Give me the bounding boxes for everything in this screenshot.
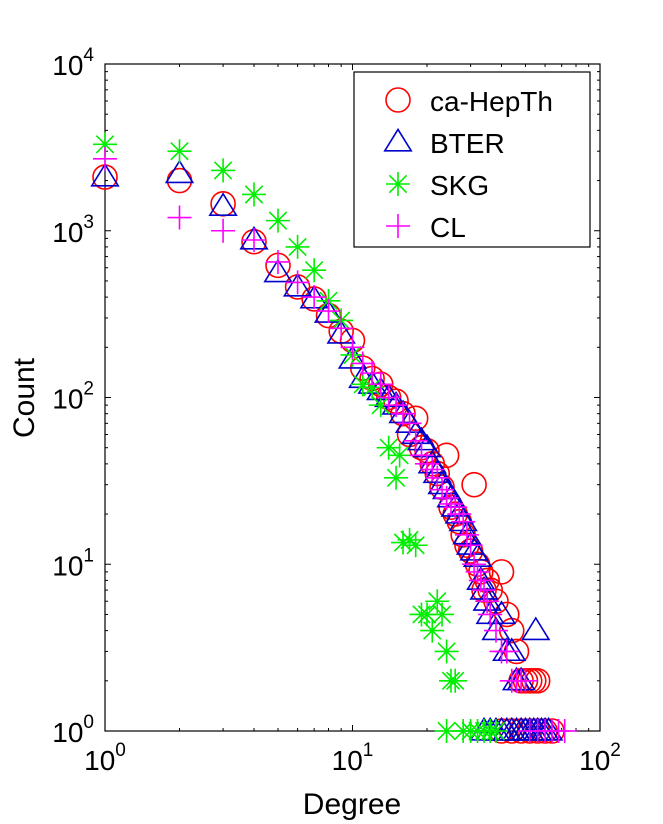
data-point-plus [350,351,375,376]
data-point-asterisk [434,719,459,743]
data-point-triangle [383,127,413,152]
legend: ca-HepTh BTER SKG CL [353,71,591,248]
data-point-plus [285,270,310,295]
data-point-asterisk [391,530,416,555]
data-point-triangle [208,192,238,217]
data-point-plus [443,495,468,520]
data-point-asterisk [167,139,192,164]
data-point-plus [458,533,483,558]
data-point-plus [397,411,422,436]
y-tick-label: 101 [52,545,94,581]
y-tick-label: 103 [52,212,94,248]
data-point-asterisk [211,158,236,183]
data-point-asterisk [285,234,310,259]
data-point-triangle [263,258,293,283]
data-point-plus [340,335,365,360]
ticks-layer: 100 101 102 100 101 102 103 104 [52,45,621,776]
data-point-plus [316,299,341,324]
y-tick-label: 100 [52,712,94,748]
data-point-asterisk [415,602,440,627]
data-point-plus [472,578,497,603]
legend-label-skg: SKG [430,170,489,201]
data-point-plus [329,316,354,341]
data-point-triangle [326,319,356,344]
data-point-asterisk [403,533,428,558]
data-point-plus [552,719,577,743]
data-point-asterisk [387,443,412,468]
data-point-triangle [533,716,564,741]
data-point-plus [425,465,450,490]
data-point-asterisk [420,618,445,643]
data-point-asterisk [384,465,409,490]
series-skg [93,132,508,743]
x-axis-label: Degree [303,788,401,821]
data-point-plus [468,568,493,593]
data-point-plus [167,205,192,230]
data-point-plus [211,218,236,243]
series-layer [90,132,577,744]
data-point-triangle [164,159,195,184]
data-point-triangle [486,600,517,625]
legend-label-cl: CL [430,212,466,243]
data-point-asterisk [265,208,290,233]
data-point-asterisk [302,258,327,283]
data-point-triangle [282,272,313,297]
data-point-plus [403,428,428,453]
data-point-circle [385,87,411,113]
data-point-asterisk [360,375,385,400]
x-tick-label: 102 [579,740,621,776]
data-point-asterisk [483,719,508,743]
data-point-circle [461,471,487,498]
data-point-plus [386,214,410,238]
data-point-triangle [337,344,368,369]
data-point-asterisk [93,132,117,157]
x-tick-label: 100 [84,740,126,776]
data-point-plus [494,639,519,664]
data-point-plus [513,668,538,693]
data-point-asterisk [350,372,375,397]
data-point-plus [483,618,508,643]
data-point-plus [475,589,500,614]
data-point-asterisk [386,172,410,196]
y-axis-label: Count [8,357,41,438]
data-point-triangle [497,637,527,662]
data-point-asterisk [368,393,393,418]
data-point-plus [93,146,117,171]
data-point-asterisk [430,602,455,627]
data-point-plus [451,509,476,534]
legend-label-ca-hepth: ca-HepTh [430,86,553,117]
data-point-plus [415,451,440,476]
y-tick-label: 102 [52,379,94,415]
y-tick-label: 104 [52,45,94,81]
data-point-asterisk [425,589,450,614]
data-point-plus [478,602,503,627]
x-tick-label: 101 [332,740,374,776]
series-cl [93,146,577,743]
data-point-triangle [521,616,551,641]
legend-markers [383,87,413,238]
data-point-plus [391,401,416,426]
data-point-plus [265,249,290,274]
legend-label-bter: BTER [430,128,505,159]
legend-box [353,71,591,248]
data-point-plus [368,372,393,397]
data-point-plus [242,228,267,253]
data-point-triangle [90,162,120,187]
data-point-asterisk [242,182,267,207]
data-point-plus [454,522,479,547]
data-point-asterisk [434,639,459,664]
data-point-asterisk [376,435,401,460]
data-point-asterisk [443,668,468,693]
data-point-plus [302,285,327,310]
